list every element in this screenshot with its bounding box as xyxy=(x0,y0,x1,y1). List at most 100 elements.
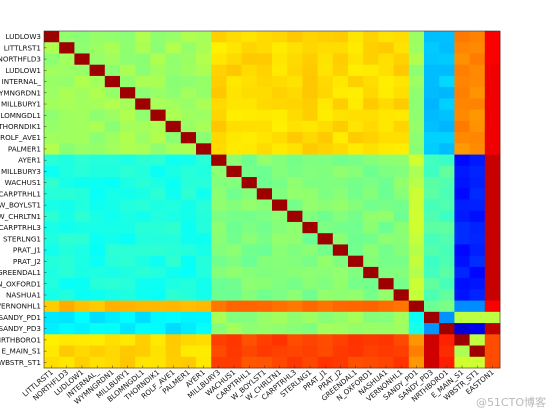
heatmap-cell xyxy=(256,278,273,290)
heatmap-cell xyxy=(424,109,440,122)
y-tick-label: CARPTRHL3 xyxy=(0,223,41,232)
heatmap-cell xyxy=(211,109,227,122)
heatmap-cell xyxy=(439,109,455,122)
heatmap-cell xyxy=(317,87,334,99)
heatmap-cell xyxy=(211,345,227,358)
heatmap-cell xyxy=(302,334,318,346)
heatmap-cell xyxy=(424,210,440,223)
heatmap-cell xyxy=(378,120,394,133)
heatmap-cell xyxy=(120,345,136,358)
heatmap-cell xyxy=(74,244,90,257)
heatmap-cell xyxy=(484,75,501,88)
heatmap-cell xyxy=(211,300,227,313)
heatmap-cell xyxy=(272,356,288,369)
heatmap-cell xyxy=(226,53,242,66)
heatmap-cell xyxy=(302,64,318,77)
heatmap-cell xyxy=(454,233,470,245)
heatmap-cell xyxy=(378,98,394,111)
heatmap-cell xyxy=(393,289,410,301)
heatmap-cell xyxy=(256,154,273,167)
y-tick-label: CARPTRHL1 xyxy=(0,189,41,198)
heatmap-cell xyxy=(241,188,258,200)
heatmap-cell xyxy=(150,177,166,189)
heatmap-cell xyxy=(302,255,318,268)
heatmap-cell xyxy=(469,177,486,189)
heatmap-cell xyxy=(332,109,349,122)
heatmap-cell xyxy=(454,289,470,301)
heatmap-cell xyxy=(211,289,227,301)
heatmap-cell xyxy=(211,334,227,346)
heatmap-cell xyxy=(226,289,242,301)
heatmap-cell xyxy=(120,244,136,257)
heatmap-cell xyxy=(196,31,212,43)
heatmap-cell xyxy=(89,289,106,301)
heatmap-cell xyxy=(256,199,273,212)
heatmap-cell xyxy=(241,233,258,245)
heatmap-cell xyxy=(332,289,349,301)
heatmap-cell xyxy=(196,221,212,234)
heatmap-cell xyxy=(120,188,136,200)
heatmap-cell xyxy=(378,289,394,301)
heatmap-cell xyxy=(104,244,121,257)
heatmap-cell xyxy=(484,53,501,66)
heatmap-cell xyxy=(317,132,334,144)
heatmap-cell xyxy=(74,132,90,144)
heatmap-cell xyxy=(150,109,166,122)
heatmap-cell xyxy=(454,98,470,111)
heatmap-cell xyxy=(424,266,440,279)
heatmap-cell xyxy=(165,221,182,234)
y-tick-label: LUDLOW3 xyxy=(5,32,41,41)
heatmap-cell xyxy=(44,221,60,234)
heatmap-cell xyxy=(332,143,349,155)
heatmap-cell xyxy=(196,244,212,257)
heatmap-cell xyxy=(424,289,440,301)
heatmap-cell xyxy=(196,165,212,178)
heatmap-cell xyxy=(469,199,486,212)
heatmap-cell xyxy=(211,188,227,200)
heatmap-cell xyxy=(302,53,318,66)
heatmap-cell xyxy=(165,233,182,245)
heatmap-cell xyxy=(348,210,364,223)
heatmap-cell xyxy=(424,165,440,178)
heatmap-cell xyxy=(393,199,410,212)
heatmap-cell xyxy=(59,244,75,257)
heatmap-cell xyxy=(120,199,136,212)
heatmap-cell xyxy=(226,221,242,234)
heatmap-cell xyxy=(469,334,486,346)
heatmap-cell xyxy=(44,311,60,324)
heatmap-cell xyxy=(363,334,379,346)
heatmap-cell xyxy=(378,75,394,88)
heatmap-cell xyxy=(408,165,425,178)
heatmap-cell xyxy=(150,300,166,313)
heatmap-cell xyxy=(165,210,182,223)
heatmap-cell xyxy=(135,278,151,290)
heatmap-cell xyxy=(135,132,151,144)
heatmap-cell xyxy=(135,154,151,167)
heatmap-cell xyxy=(363,154,379,167)
heatmap-cell xyxy=(332,334,349,346)
heatmap-cell xyxy=(135,233,151,245)
heatmap-cell xyxy=(150,188,166,200)
y-tick-label: SANDY_PD1 xyxy=(0,313,41,322)
heatmap-cell xyxy=(454,300,470,313)
heatmap-cell xyxy=(135,311,151,324)
heatmap-cell xyxy=(135,98,151,111)
heatmap-cell xyxy=(59,356,75,369)
heatmap-cell xyxy=(241,165,258,178)
heatmap-cell xyxy=(424,120,440,133)
heatmap-cell xyxy=(469,120,486,133)
heatmap-cell xyxy=(211,210,227,223)
heatmap-cell xyxy=(120,53,136,66)
heatmap-cell xyxy=(408,244,425,257)
heatmap-cell xyxy=(180,233,197,245)
heatmap-cell xyxy=(408,42,425,54)
heatmap-cell xyxy=(469,221,486,234)
heatmap-cell xyxy=(256,120,273,133)
heatmap-cell xyxy=(348,120,364,133)
heatmap-cell xyxy=(287,356,303,369)
heatmap-cell xyxy=(348,53,364,66)
heatmap-cell xyxy=(211,244,227,257)
heatmap-cell xyxy=(150,98,166,111)
heatmap-cell xyxy=(211,53,227,66)
heatmap-cell xyxy=(424,75,440,88)
